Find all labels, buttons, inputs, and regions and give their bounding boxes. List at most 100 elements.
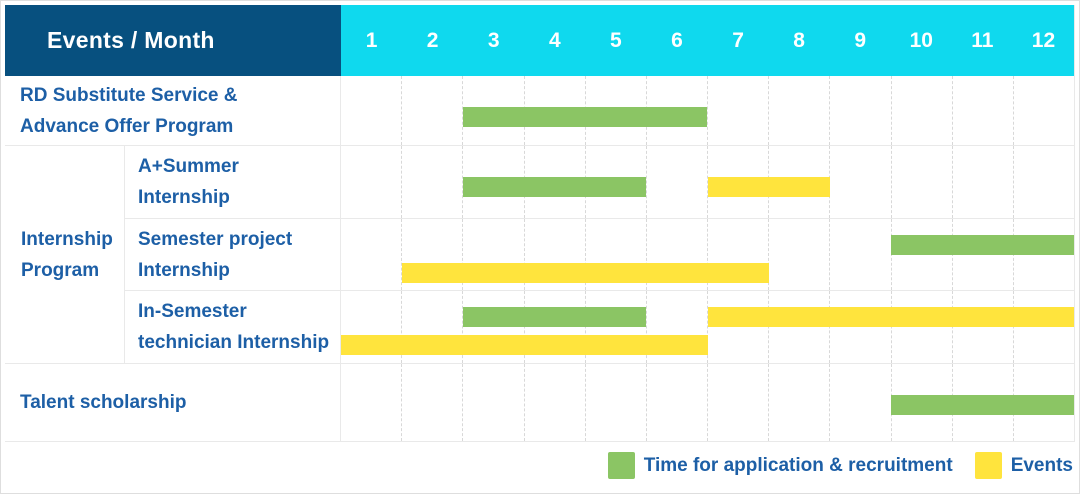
month-grid-cell — [462, 219, 523, 290]
month-grid-cell — [645, 291, 707, 363]
row-label-line: Internship — [138, 259, 230, 281]
gantt-table: Events / Month 1 2 3 4 5 6 7 8 9 10 11 12 RD Substi… — [5, 5, 1075, 442]
month-header-3: 3 — [463, 5, 525, 76]
month-grid-cell — [829, 76, 890, 145]
month-grid-cell — [584, 291, 646, 363]
month-grid-cell — [951, 291, 1013, 363]
row-label-in-semester-technician-internship: In-Semester technician Internship — [125, 291, 341, 363]
month-grid-cell — [707, 219, 768, 290]
month-header-10: 10 — [890, 5, 952, 76]
gantt-bar-yellow-m7-m8 — [707, 177, 830, 197]
timeline-talent-scholarship — [341, 364, 1074, 441]
timeline-semester-project-internship — [341, 219, 1074, 291]
month-grid-cell — [462, 364, 523, 441]
month-header-7: 7 — [707, 5, 769, 76]
month-header-11: 11 — [951, 5, 1013, 76]
month-grid-cell — [341, 76, 401, 145]
timeline-rd-substitute-service — [341, 76, 1074, 145]
month-grid-cell — [768, 364, 829, 441]
month-grid-cell — [341, 146, 401, 218]
month-grid-cell — [768, 76, 829, 145]
group-label-line: Internship — [21, 228, 113, 250]
events-month-header-cell: Events / Month — [5, 5, 341, 76]
month-grid-cell — [890, 76, 952, 145]
month-header-1: 1 — [341, 5, 403, 76]
month-grid-cell — [523, 364, 585, 441]
month-header-9: 9 — [829, 5, 891, 76]
month-grid-cell — [645, 219, 707, 290]
row-label-a-plus-summer-internship: A+Summer Internship — [125, 146, 341, 219]
month-grid-cell — [1012, 146, 1074, 218]
gantt-bar-green-m3-m5 — [463, 307, 647, 327]
timeline-in-semester-technician-internship — [341, 291, 1074, 363]
month-header-2: 2 — [402, 5, 464, 76]
row-label-semester-project-internship: Semester project Internship — [125, 219, 341, 291]
month-grid-cell — [584, 364, 646, 441]
header-row: Events / Month 1 2 3 4 5 6 7 8 9 10 11 12 — [5, 5, 1074, 76]
month-header-8: 8 — [768, 5, 830, 76]
month-grid-cell — [829, 364, 890, 441]
month-grid-cell — [768, 291, 829, 363]
group-label-line: Program — [21, 259, 100, 281]
month-grid-cell — [707, 291, 768, 363]
row-label-rd-substitute-service: RD Substitute Service & Advance Offer Pr… — [5, 76, 341, 145]
row-rd-substitute-service: RD Substitute Service & Advance Offer Pr… — [5, 76, 1074, 146]
month-grid-cell — [401, 76, 462, 145]
legend: Time for application & recruitment Event… — [5, 442, 1075, 489]
month-header-5: 5 — [585, 5, 647, 76]
month-grid-cell — [951, 76, 1013, 145]
month-header-12: 12 — [1012, 5, 1074, 76]
row-label-line: In-Semester — [138, 301, 247, 322]
month-grid-cell — [523, 291, 585, 363]
gantt-bar-green-m3-m6 — [463, 107, 708, 127]
row-label-line: Semester project — [138, 228, 293, 250]
month-grid-cell — [584, 219, 646, 290]
timeline-a-plus-summer-internship — [341, 146, 1074, 219]
row-label-line: technician Internship — [138, 332, 330, 353]
month-header-6: 6 — [646, 5, 708, 76]
month-grid-cell — [401, 219, 462, 290]
gantt-bar-green-m10-m12 — [890, 395, 1074, 415]
month-grid-cell — [1012, 76, 1074, 145]
gantt-bar-yellow-m7-m12 — [707, 307, 1074, 327]
row-label-talent-scholarship: Talent scholarship — [5, 364, 341, 441]
month-grid-cell — [645, 364, 707, 441]
row-label-line: Talent scholarship — [20, 392, 187, 413]
month-grid-cell — [1012, 291, 1074, 363]
month-grid-cell — [768, 219, 829, 290]
month-grid-cell — [401, 364, 462, 441]
month-grid-cell — [341, 364, 401, 441]
row-label-line: Internship — [138, 187, 230, 208]
row-label-line: A+Summer — [138, 156, 239, 177]
month-grid-cell — [890, 291, 952, 363]
month-grid-cell — [707, 364, 768, 441]
month-grid-cell — [707, 76, 768, 145]
month-grid-cell — [462, 146, 523, 218]
month-header-4: 4 — [524, 5, 586, 76]
internship-program-block: Internship Program A+Summer Internship S… — [5, 146, 1074, 364]
month-grid-cell — [462, 291, 523, 363]
legend-swatch-events — [974, 452, 1002, 479]
month-grid-cell — [462, 76, 523, 145]
month-grid-cell — [829, 291, 890, 363]
legend-swatch-application-recruitment — [607, 452, 635, 479]
group-label-internship-program: Internship Program — [5, 146, 125, 363]
month-grid-cell — [523, 219, 585, 290]
gantt-bar-yellow-m1-m6 — [341, 335, 708, 355]
legend-label-events: Events — [1010, 454, 1073, 476]
month-grid-cell — [829, 146, 890, 218]
gantt-bar-green-m10-m12 — [890, 235, 1074, 255]
header-title: Events / Month — [47, 27, 215, 53]
legend-label-application-recruitment: Time for application & recruitment — [643, 454, 953, 476]
row-label-line: Advance Offer Program — [20, 115, 234, 137]
month-grid-cell — [951, 146, 1013, 218]
row-talent-scholarship: Talent scholarship — [5, 364, 1074, 442]
month-grid-cell — [645, 146, 707, 218]
gantt-bar-yellow-m2-m7 — [402, 263, 769, 283]
month-grid-cell — [341, 219, 401, 290]
month-grid-cell — [829, 219, 890, 290]
month-grid-cell — [401, 146, 462, 218]
month-grid-cell — [890, 146, 952, 218]
gantt-bar-green-m3-m5 — [463, 177, 647, 197]
